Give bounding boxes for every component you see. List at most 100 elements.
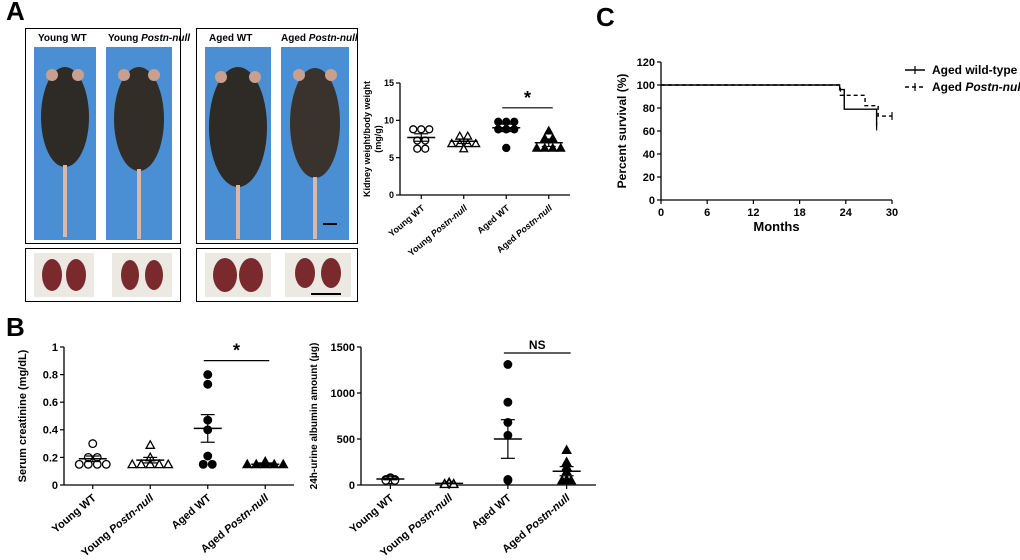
y-tick-label: 20 [643, 172, 655, 184]
y-tick-label: 100 [637, 80, 655, 92]
survival-chart: 0 20 40 60 80 100 120 0 6 12 18 24 30 Months Percent s… [615, 57, 1020, 234]
y-tick-label: 15 [384, 78, 394, 88]
aged-null-mouse-photo [281, 47, 349, 240]
data-point [203, 451, 213, 461]
data-point [547, 133, 558, 142]
y-tick-label: 0.6 [43, 397, 58, 409]
x-tick-label: Young WT [348, 492, 397, 536]
y-tick-label: 0 [349, 480, 355, 492]
y-tick-label: 0.2 [43, 452, 58, 464]
young-null-kidney-photo [112, 253, 172, 297]
data-point [503, 475, 513, 485]
data-point [454, 130, 465, 140]
panel-label-a: A [6, 0, 25, 26]
x-tick-label: Young WT [387, 203, 427, 239]
data-point [539, 142, 550, 152]
serum-creatinine-chart: Serum creatinine (mg/dL) 0 0.2 0.4 0.6 0.8 1 Yo… [17, 341, 294, 559]
y-axis-unit: (mg/g) [373, 125, 383, 153]
data-point [203, 379, 213, 389]
x-tick-label: 12 [747, 207, 759, 219]
data-point [83, 459, 93, 469]
data-point [503, 397, 513, 407]
young-kidney-photo-frame [25, 248, 181, 302]
young-mice-photo-frame: Young WT Young Postn-null [25, 28, 190, 244]
urine-albumin-chart: 24h-urine albumin amount (μg) 0 500 1000 150… [309, 338, 596, 559]
panel-label-c: C [596, 2, 615, 32]
aged-mice-photo-frame: Aged WT Aged Postn-null [196, 28, 358, 244]
survival-line-wild-type [661, 84, 878, 127]
y-tick-label: 0 [389, 190, 394, 200]
data-point [425, 125, 434, 134]
y-axis-title: Serum creatinine (mg/dL) [17, 349, 29, 482]
y-tick-label: 0 [649, 195, 655, 207]
aged-null-kidney-photo [285, 253, 351, 297]
data-point [539, 133, 550, 142]
y-tick-label: 1500 [331, 342, 355, 354]
data-point [207, 459, 217, 469]
y-tick-label: 60 [643, 126, 655, 138]
data-point [203, 370, 213, 380]
y-tick-label: 1000 [331, 388, 355, 400]
data-point [101, 459, 111, 469]
data-point [543, 125, 554, 135]
data-point [421, 144, 430, 153]
data-point [126, 458, 138, 469]
caption-aged-wt: Aged WT [209, 33, 253, 44]
significance-label: NS [529, 338, 546, 352]
x-tick-label: 30 [886, 207, 898, 219]
x-tick-label: 6 [704, 207, 710, 219]
y-tick-label: 80 [643, 103, 655, 115]
data-point [88, 439, 98, 449]
kidney-weight-chart: Kidney weight/body weight (mg/g) 0 5 10 15 You… [362, 78, 570, 258]
legend-label: Aged Postn-null [932, 80, 1020, 94]
data-point [565, 474, 577, 485]
data-point [458, 143, 469, 153]
x-axis-title: Months [753, 219, 799, 234]
x-tick-label: 24 [840, 207, 853, 219]
y-tick-label: 10 [384, 115, 394, 125]
y-axis-title: 24h-urine albumin amount (μg) [309, 343, 320, 490]
y-tick-label: 0.4 [43, 425, 59, 437]
y-tick-label: 120 [637, 57, 655, 69]
aged-wt-mouse-photo [205, 47, 271, 240]
young-wt-kidney-photo [34, 253, 94, 297]
data-point [198, 459, 208, 469]
data-point [462, 130, 473, 140]
data-point [153, 458, 165, 469]
data-point [135, 458, 147, 469]
data-point [470, 138, 481, 148]
panel-label-b: B [6, 312, 25, 342]
x-tick-label: 0 [658, 207, 664, 219]
y-tick-label: 0 [52, 480, 58, 492]
young-null-mouse-photo [106, 47, 172, 240]
data-point [144, 458, 156, 469]
aged-wt-kidney-photo [205, 253, 271, 297]
data-point [531, 142, 542, 152]
data-point [92, 459, 102, 469]
x-tick-label: Aged WT [475, 203, 512, 236]
x-tick-label: Aged WT [169, 492, 213, 532]
data-point [144, 439, 156, 449]
caption-young-wt: Young WT [38, 33, 87, 44]
data-point [162, 458, 174, 469]
data-point [446, 138, 457, 148]
data-point [409, 125, 418, 134]
y-axis-title: Percent survival (%) [615, 74, 629, 189]
data-point [555, 142, 566, 152]
data-point [277, 458, 289, 469]
survival-line-postn-null [661, 84, 892, 117]
data-point [413, 144, 422, 153]
data-point [241, 458, 253, 469]
y-axis-title: Kidney weight/body weight [362, 81, 372, 197]
x-tick-label: Aged WT [470, 492, 514, 532]
data-point [547, 142, 558, 152]
data-point [556, 474, 568, 485]
young-wt-mouse-photo [34, 47, 96, 240]
caption-aged-null: Aged Postn-null [281, 33, 358, 44]
aged-kidney-photo-frame [196, 248, 358, 302]
legend-label: Aged wild-type [932, 63, 1018, 77]
data-point [74, 459, 84, 469]
significance-label: * [233, 341, 240, 361]
caption-young-null: Young Postn-null [108, 33, 191, 44]
y-tick-label: 1 [52, 342, 58, 354]
